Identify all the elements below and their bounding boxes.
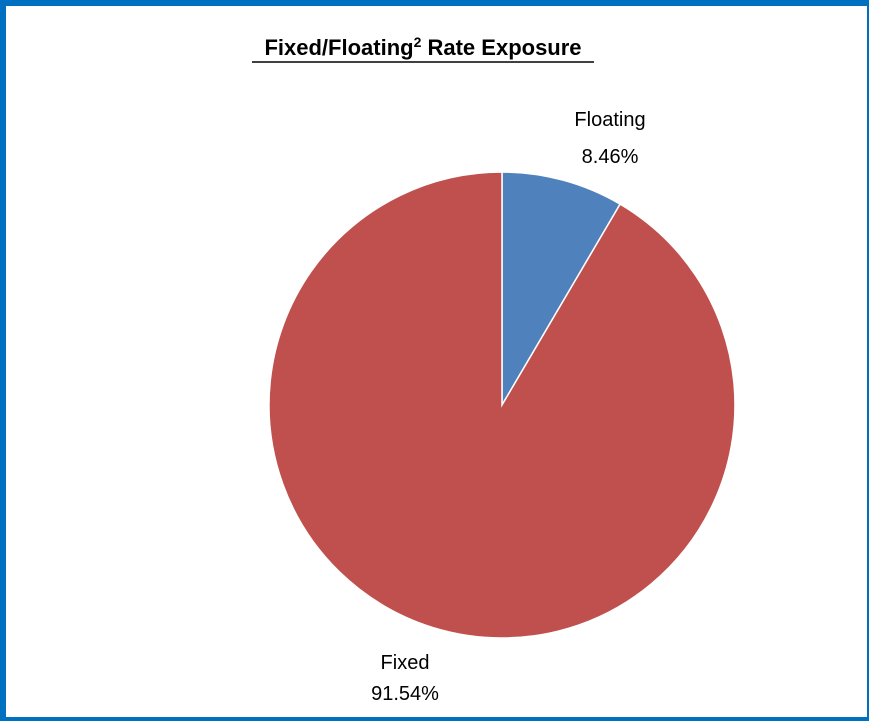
- chart-title-suffix: Rate Exposure: [421, 35, 581, 60]
- pie-labels: Floating 8.46% Fixed 91.54%: [371, 109, 646, 705]
- slice-label-name-floating: Floating: [574, 109, 645, 131]
- slice-label-name-fixed: Fixed: [381, 652, 430, 674]
- pie-slices: [268, 171, 736, 639]
- chart-title-superscript: 2: [414, 34, 422, 50]
- pie-slice-fixed: [268, 171, 736, 639]
- slice-label-percent-floating: 8.46%: [582, 146, 639, 168]
- chart-title: Fixed/Floating2 Rate Exposure: [264, 34, 581, 60]
- slice-label-percent-fixed: 91.54%: [371, 683, 439, 705]
- pie-slice-floating: [501, 171, 622, 408]
- chart-title-main: Fixed/Floating: [264, 35, 413, 60]
